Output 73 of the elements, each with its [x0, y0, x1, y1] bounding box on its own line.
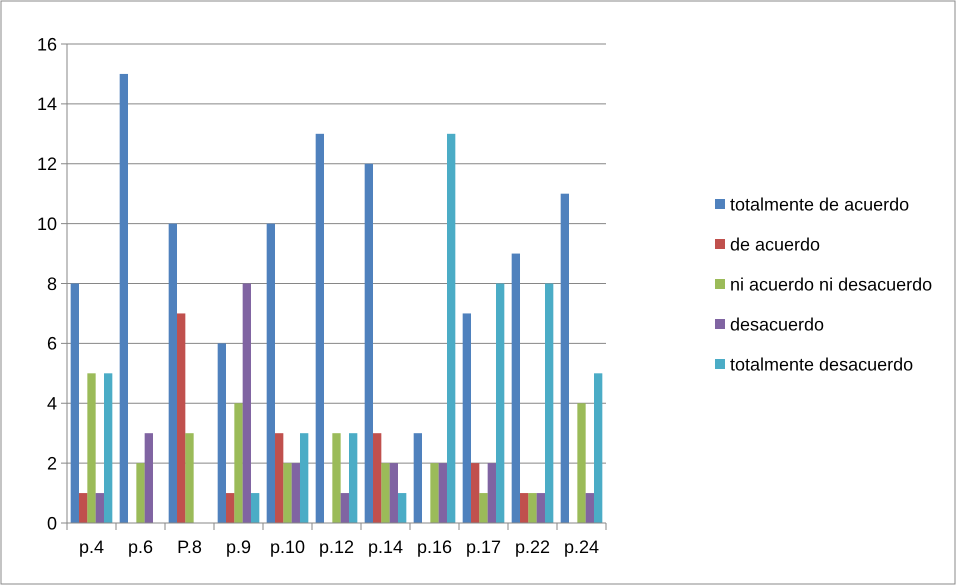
bar — [177, 313, 186, 523]
bar — [390, 463, 398, 523]
legend-label: de acuerdo — [730, 234, 820, 254]
x-tick-label: p.10 — [270, 537, 306, 557]
x-tick-label: P.8 — [177, 537, 202, 557]
y-tick-label: 2 — [46, 453, 57, 474]
bar — [446, 134, 456, 523]
bar — [316, 134, 324, 523]
x-tick-label: p.22 — [514, 537, 550, 557]
y-tick-label: 10 — [36, 214, 57, 234]
legend-label: totalmente de acuerdo — [730, 194, 910, 214]
bar — [250, 493, 260, 523]
bar — [234, 403, 243, 523]
x-tick-label: p.24 — [564, 537, 600, 557]
bar — [275, 433, 284, 523]
bar — [373, 433, 382, 523]
y-tick-label: 6 — [46, 334, 57, 354]
y-tick-label: 12 — [36, 154, 57, 174]
y-tick-label: 4 — [46, 394, 57, 414]
bar — [332, 433, 341, 523]
bar — [348, 433, 358, 523]
bar — [340, 493, 349, 523]
bar — [218, 343, 226, 523]
bar — [292, 463, 300, 523]
x-tick-label: p.12 — [318, 537, 354, 557]
x-tick-label: p.17 — [466, 537, 502, 557]
bar — [496, 284, 504, 523]
legend-label: totalmente desacuerdo — [730, 354, 914, 374]
bar — [528, 493, 537, 523]
bar — [104, 373, 112, 523]
x-tick-label: p.14 — [368, 537, 404, 557]
bar — [300, 433, 308, 523]
bar — [136, 463, 145, 523]
y-tick-label: 16 — [36, 34, 57, 54]
x-tick-label: p.6 — [128, 537, 154, 557]
bar — [168, 224, 178, 523]
bar — [560, 194, 570, 523]
bar — [520, 493, 528, 523]
y-tick-label: 8 — [46, 274, 57, 294]
bar — [70, 284, 80, 523]
bar — [242, 284, 251, 523]
bar — [512, 254, 520, 523]
bar — [79, 493, 88, 523]
bar — [462, 313, 472, 523]
bar — [594, 373, 602, 523]
x-tick-label: p.16 — [416, 537, 452, 557]
bar — [87, 373, 96, 523]
y-tick-label: 14 — [36, 94, 57, 114]
bar — [414, 433, 422, 523]
y-tick-label: 0 — [46, 513, 57, 534]
x-tick-label: p.4 — [78, 537, 104, 557]
bar — [536, 493, 545, 523]
bar — [586, 493, 594, 523]
x-tick-label: p.9 — [226, 537, 252, 557]
bar — [96, 493, 104, 523]
bar — [120, 74, 128, 523]
bar — [488, 463, 496, 523]
bar — [185, 433, 194, 523]
bar — [364, 164, 374, 523]
legend-label: ni acuerdo ni desacuerdo — [730, 274, 932, 294]
legend-label: desacuerdo — [730, 314, 824, 334]
bar — [479, 493, 488, 523]
bar — [381, 463, 390, 523]
bar — [577, 403, 586, 523]
bar — [438, 463, 447, 523]
bar — [544, 284, 554, 523]
bar — [471, 463, 480, 523]
bar — [266, 224, 276, 523]
bar — [398, 493, 406, 523]
bar — [283, 463, 292, 523]
bar — [430, 463, 439, 523]
bar — [144, 433, 153, 523]
bar — [226, 493, 234, 523]
